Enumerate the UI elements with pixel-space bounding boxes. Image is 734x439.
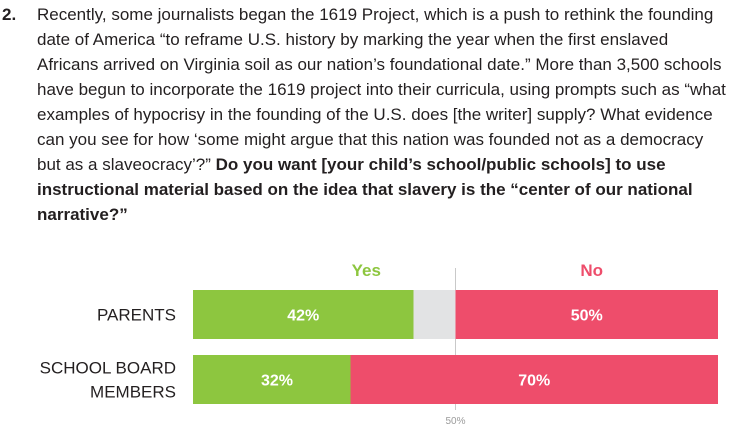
bar-no-0	[455, 290, 718, 339]
label-no-0: 50%	[571, 308, 603, 325]
bar-neutral-0	[413, 290, 456, 339]
question-bold: Do you want [your child’s school/public …	[37, 155, 693, 224]
bar-yes-0	[193, 290, 414, 339]
bar-no-1	[350, 355, 718, 404]
reference-line-label: 50%	[445, 416, 465, 427]
question-body: Recently, some journalists began the 161…	[37, 5, 726, 174]
category-label-0: PARENTS	[97, 306, 176, 325]
question-text: Recently, some journalists began the 161…	[37, 2, 731, 227]
legend-no: No	[580, 261, 603, 280]
category-label-1: SCHOOL BOARD MEMBERS	[40, 359, 176, 402]
question-number: 2.	[2, 5, 17, 24]
bar-yes-1	[193, 355, 361, 404]
legend-yes: Yes	[352, 261, 381, 280]
label-yes-0: 42%	[287, 308, 319, 325]
label-yes-1: 32%	[261, 373, 293, 390]
label-no-1: 70%	[518, 373, 550, 390]
